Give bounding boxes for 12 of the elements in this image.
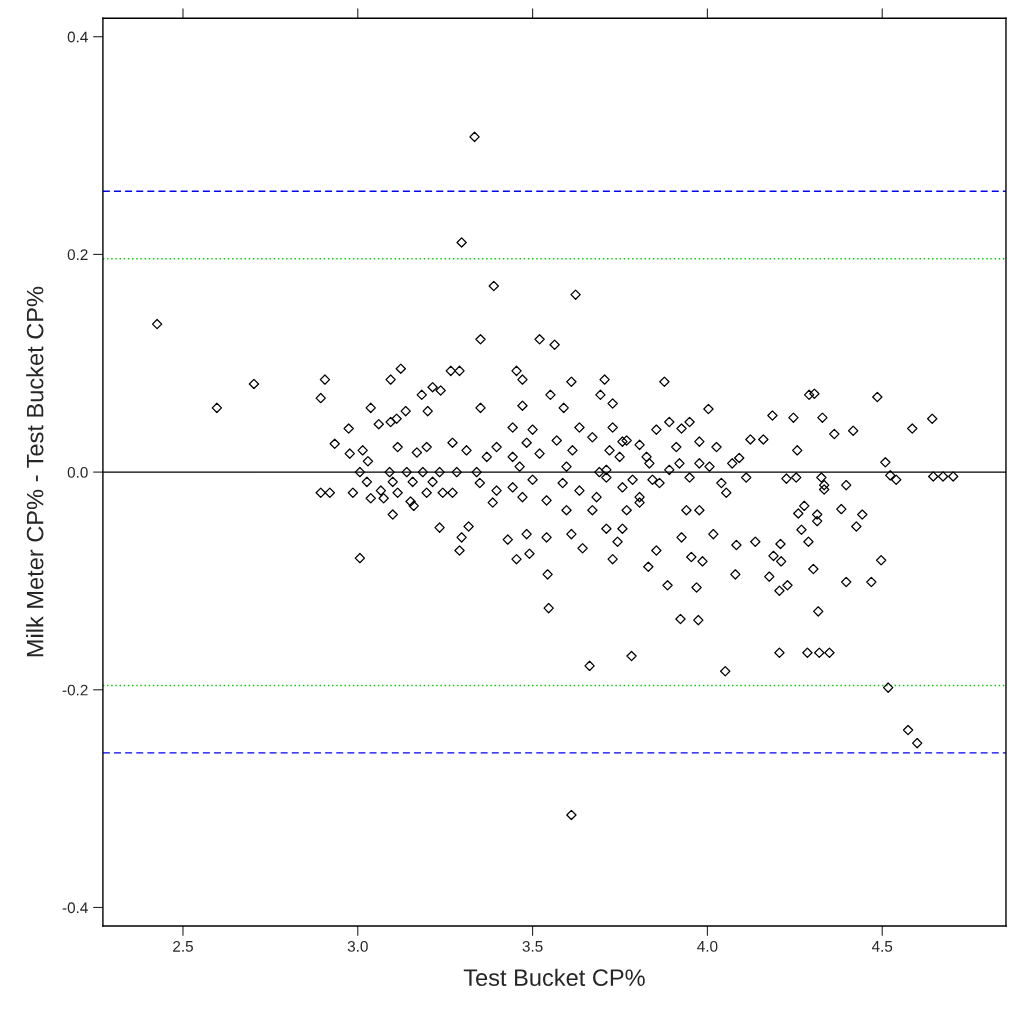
x-tick-label: 2.5 [173, 940, 193, 952]
y-tick-label: 0.2 [67, 249, 88, 261]
x-axis-title: Test Bucket CP% [463, 968, 645, 987]
x-tick-label: 3.0 [347, 940, 368, 952]
y-tick-label: 0.4 [67, 31, 88, 43]
x-tick-label: 4.5 [871, 941, 893, 952]
x-tick-label: 3.5 [522, 940, 543, 952]
y-axis-title: Milk Meter CP% - Test Bucket CP% [26, 286, 44, 657]
y-tick-label: 0.0 [67, 466, 88, 478]
y-tick-label: -0.2 [62, 684, 88, 696]
y-tick-label: -0.4 [62, 902, 88, 914]
x-tick-label: 4.0 [697, 940, 718, 952]
